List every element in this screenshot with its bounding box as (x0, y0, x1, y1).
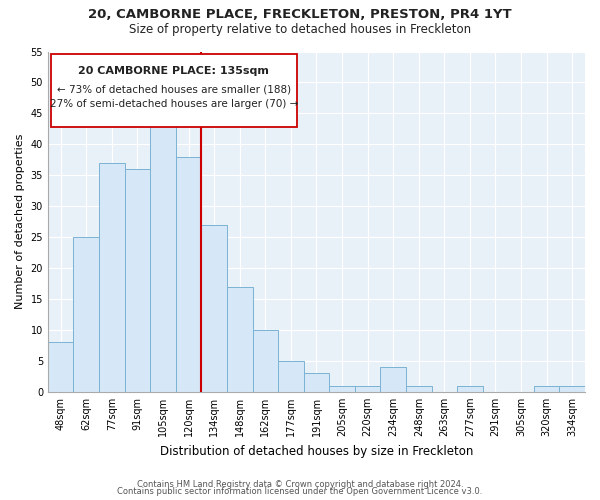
Bar (48, 342, 73, 392)
Bar (253, 330, 278, 392)
Bar (329, 386, 355, 392)
Bar (125, 169, 150, 392)
Bar (99, 163, 125, 392)
Text: Size of property relative to detached houses in Freckleton: Size of property relative to detached ho… (129, 22, 471, 36)
Y-axis label: Number of detached properties: Number of detached properties (15, 134, 25, 310)
Text: 27% of semi-detached houses are larger (70) →: 27% of semi-detached houses are larger (… (50, 99, 298, 109)
Bar (380, 367, 406, 392)
Bar (278, 361, 304, 392)
Text: ← 73% of detached houses are smaller (188): ← 73% of detached houses are smaller (18… (57, 84, 291, 94)
Bar (457, 386, 482, 392)
Bar (227, 286, 253, 392)
Text: 20, CAMBORNE PLACE, FRECKLETON, PRESTON, PR4 1YT: 20, CAMBORNE PLACE, FRECKLETON, PRESTON,… (88, 8, 512, 20)
Bar (202, 224, 227, 392)
Bar (73, 237, 99, 392)
Bar (150, 120, 176, 392)
Bar (304, 373, 329, 392)
Bar (406, 386, 431, 392)
Text: Contains public sector information licensed under the Open Government Licence v3: Contains public sector information licen… (118, 488, 482, 496)
Text: Contains HM Land Registry data © Crown copyright and database right 2024.: Contains HM Land Registry data © Crown c… (137, 480, 463, 489)
Bar (355, 386, 380, 392)
Bar (176, 156, 202, 392)
X-axis label: Distribution of detached houses by size in Freckleton: Distribution of detached houses by size … (160, 444, 473, 458)
Bar (534, 386, 559, 392)
Bar (559, 386, 585, 392)
Text: 20 CAMBORNE PLACE: 135sqm: 20 CAMBORNE PLACE: 135sqm (79, 66, 269, 76)
